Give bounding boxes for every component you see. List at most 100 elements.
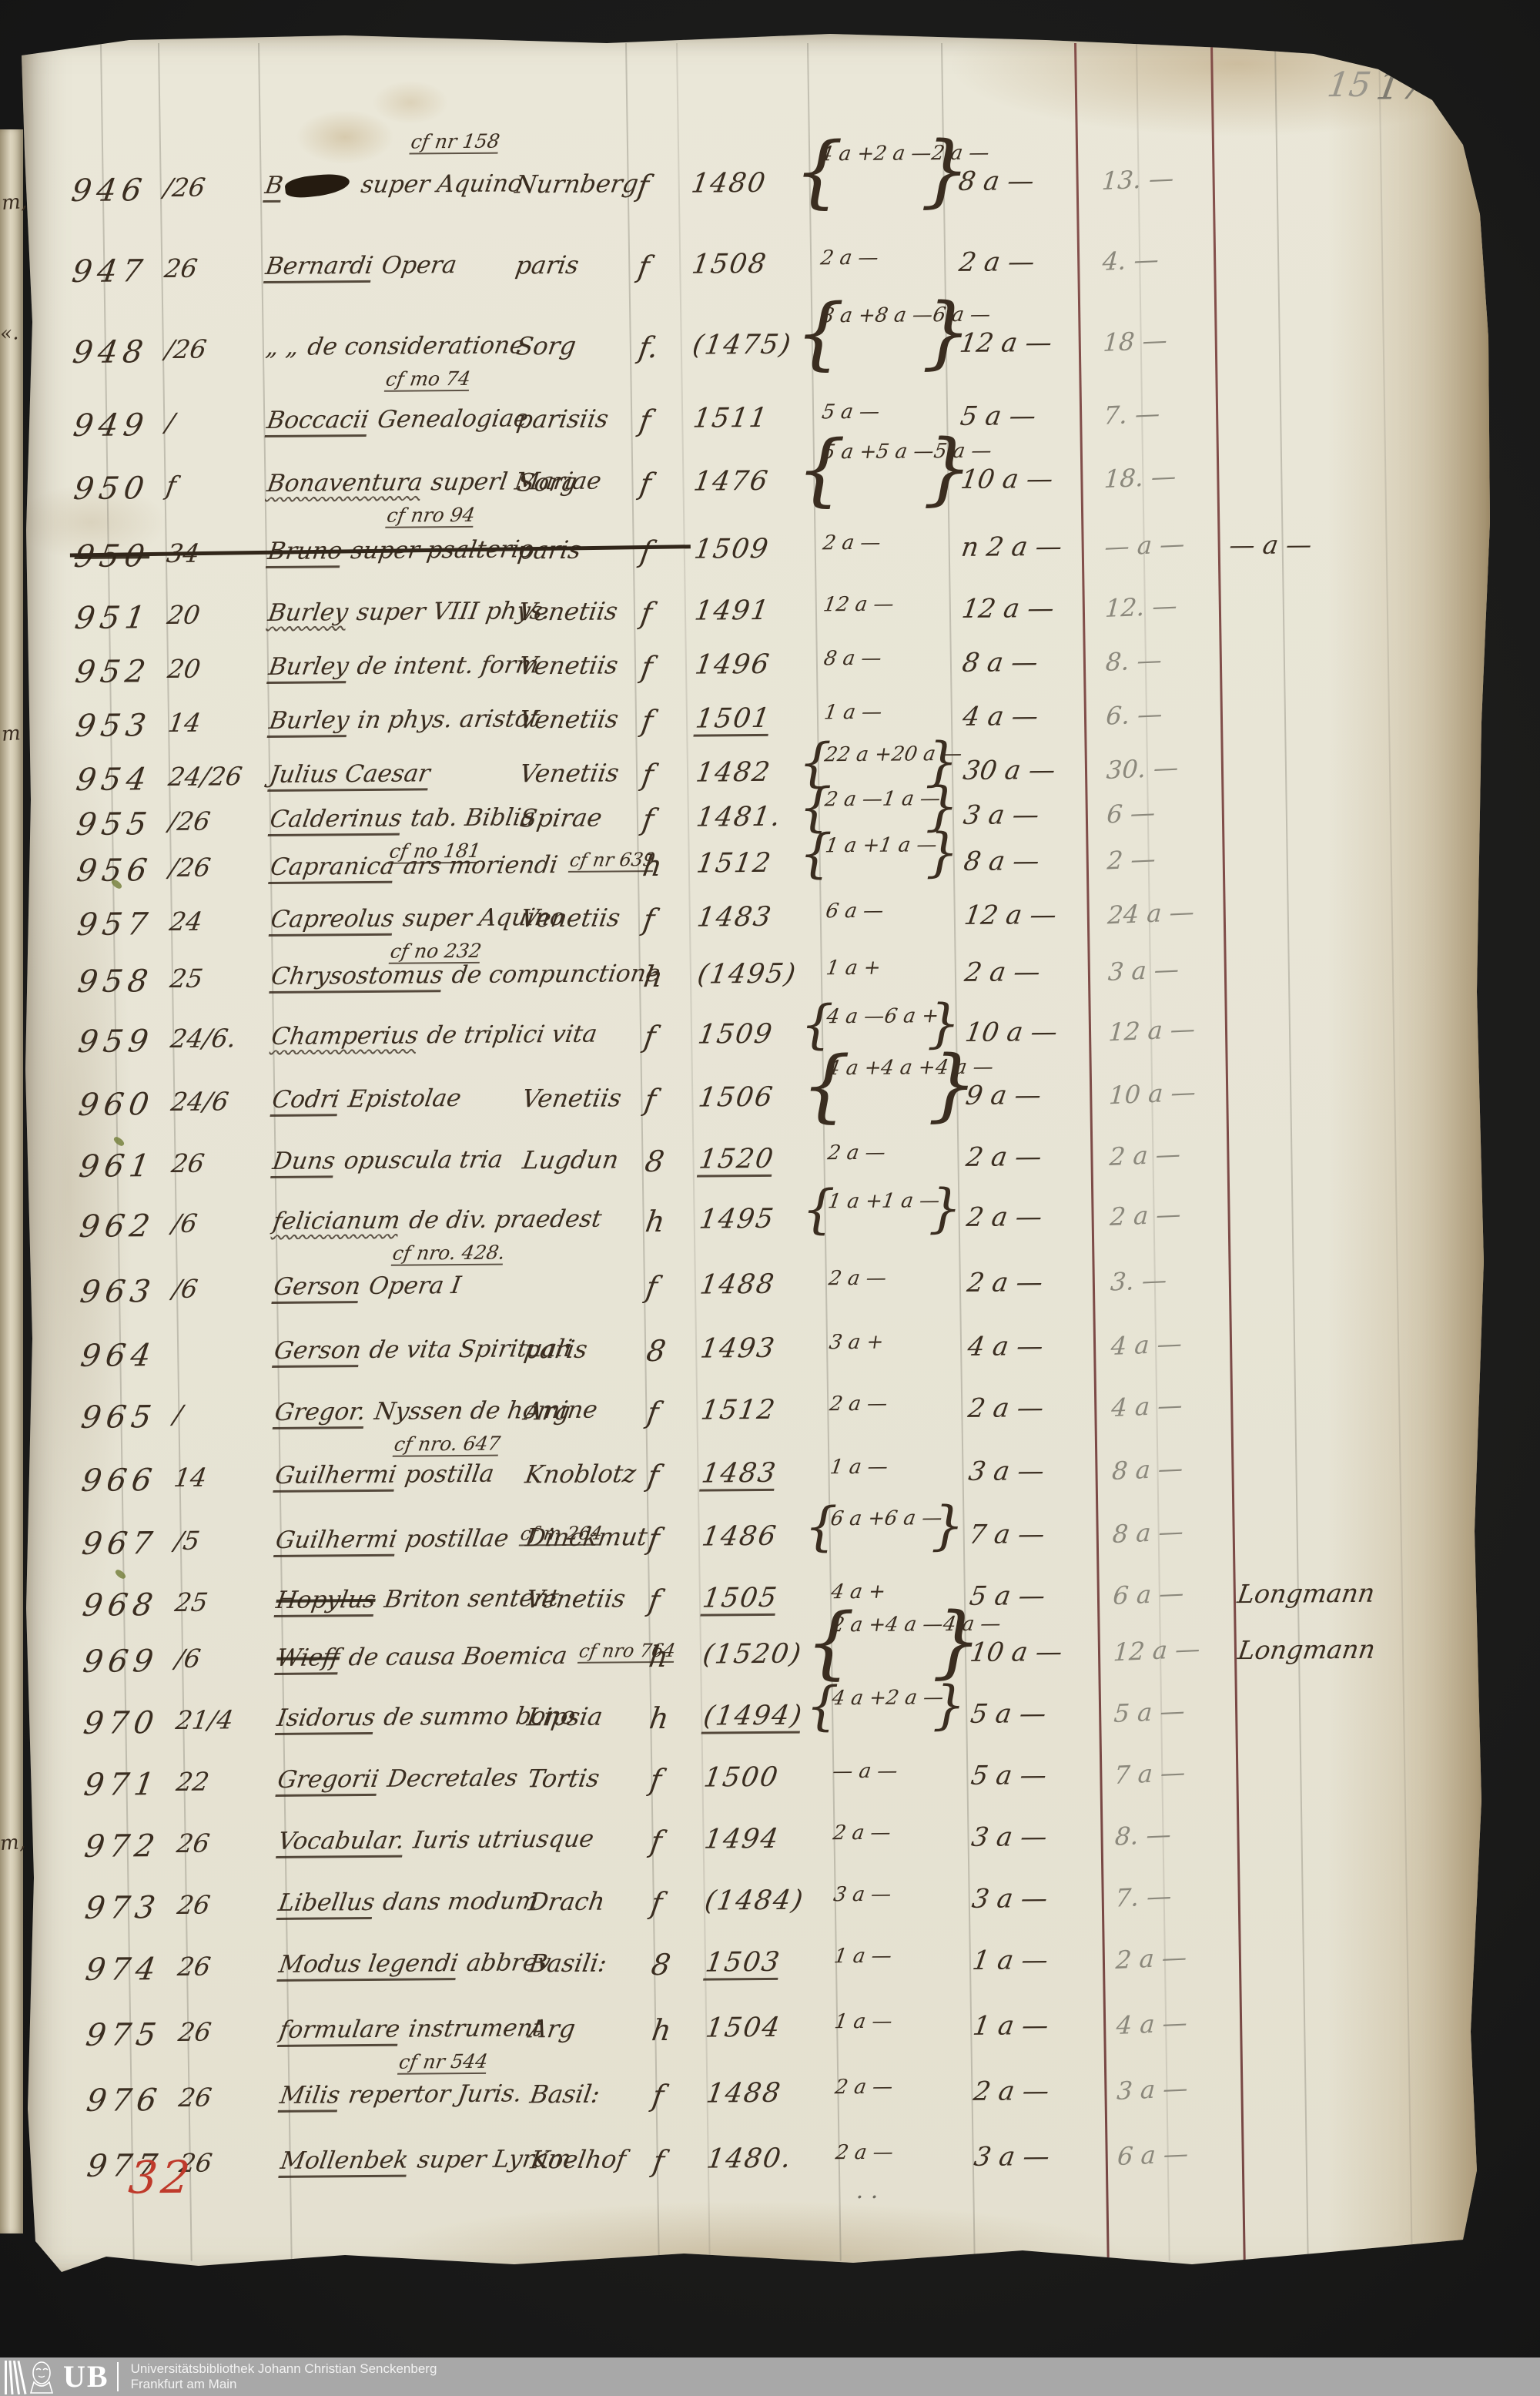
row-author: Champerius bbox=[270, 1021, 420, 1051]
row-year: (1520) bbox=[701, 1638, 805, 1670]
row-title: formulare instrument bbox=[276, 2014, 544, 2047]
price-brace-left: { bbox=[793, 126, 845, 218]
row-pencil-total: 6. — bbox=[1105, 699, 1163, 731]
row-price-sum: n 2 a — bbox=[959, 531, 1065, 563]
row-pencil-total: — a — bbox=[1103, 528, 1186, 562]
row-pencil-total: 12. — bbox=[1104, 591, 1178, 624]
row-pencil-total: 18 — bbox=[1102, 325, 1168, 357]
row-author: Guilhermi bbox=[273, 1460, 399, 1493]
row-copies: /26 bbox=[162, 333, 209, 365]
row-place: Arg bbox=[527, 2013, 578, 2044]
row-year: 1512 bbox=[698, 1394, 778, 1426]
row-author: felicianum bbox=[270, 1206, 403, 1235]
row-year: 1482 bbox=[694, 756, 774, 789]
footer-separator bbox=[116, 2362, 119, 2391]
row-pencil-total: 2 — bbox=[1106, 843, 1157, 876]
row-copies: 24 bbox=[167, 906, 205, 937]
row-title: Vocabular. Iuris utriusque bbox=[276, 1825, 595, 1858]
row-price-sum: 10 a — bbox=[959, 463, 1056, 495]
row-place: Venetiis bbox=[517, 758, 621, 789]
row-title-rest: postilla bbox=[403, 1459, 497, 1489]
row-place: Arg bbox=[522, 1396, 573, 1426]
row-place: Basil: bbox=[527, 2079, 602, 2109]
row-title: Champerius de triplici vita bbox=[270, 1020, 599, 1051]
row-title: Duns opuscula tria bbox=[270, 1145, 505, 1178]
row-pencil-total: 2 a — bbox=[1108, 1139, 1182, 1172]
row-price-sum: 8 a — bbox=[960, 647, 1040, 679]
row-author: Julius Caesar bbox=[267, 759, 432, 792]
row-title-rest: postillae bbox=[403, 1524, 511, 1553]
row-number: 954 bbox=[73, 762, 155, 798]
row-title: Julius Caesar bbox=[267, 759, 439, 792]
row-title: Libellus dans modum bbox=[276, 1887, 541, 1920]
row-author: Hopylus bbox=[273, 1585, 378, 1617]
row-format: f bbox=[648, 1824, 665, 1859]
row-annotation: Longmann bbox=[1236, 1634, 1378, 1666]
row-pencil-total: 8 a — bbox=[1110, 1453, 1184, 1486]
row-title: Capranica ars moriendi cf nr 639 bbox=[268, 849, 657, 884]
row-copies: 24/6 bbox=[169, 1086, 231, 1118]
ledger-row: 973 26 Libellus dans modum Drach f (1484)… bbox=[36, 1879, 1490, 1926]
row-year: 1508 bbox=[689, 248, 770, 280]
row-author: „ „ bbox=[264, 333, 301, 362]
row-format: f bbox=[638, 650, 655, 685]
row-author: Gregor. bbox=[272, 1397, 368, 1429]
price-part: 5 a + bbox=[820, 440, 879, 464]
row-year: 1503 bbox=[703, 1946, 783, 1981]
row-format: f bbox=[646, 1583, 662, 1618]
row-price-sum: 2 a — bbox=[966, 1392, 1046, 1424]
row-place: Dinckmut bbox=[524, 1522, 650, 1553]
row-pencil-total: 10 a — bbox=[1108, 1077, 1197, 1111]
price-part: 2 a — bbox=[825, 1141, 887, 1165]
row-price-parts: 4 a +2 a — bbox=[830, 1686, 945, 1711]
row-title: Burley in phys. aristot bbox=[266, 705, 541, 738]
price-part: 2 a — bbox=[828, 1392, 889, 1416]
row-author: Chrysostomus bbox=[269, 961, 446, 994]
row-place: Venetiis bbox=[517, 704, 621, 735]
ledger-row: 959 24/6. Champerius de triplici vita f 1… bbox=[29, 994, 1490, 1060]
row-pencil-total: 12 a — bbox=[1112, 1634, 1201, 1667]
row-price-sum: 1 a — bbox=[970, 1945, 1050, 1976]
price-part: 3 a — bbox=[832, 1882, 893, 1907]
row-price-sum: 2 a — bbox=[964, 1141, 1044, 1173]
row-author: Calderinus bbox=[267, 804, 404, 836]
price-part: — a — bbox=[831, 1759, 899, 1784]
row-year: 1511 bbox=[691, 402, 771, 434]
row-pencil-total: 4 a — bbox=[1110, 1329, 1183, 1362]
row-price-sum: 12 a — bbox=[959, 592, 1056, 625]
row-price-parts: 2 a — bbox=[832, 1821, 892, 1846]
row-price-parts: 5 a — bbox=[820, 400, 881, 425]
row-price-parts: 1 a — bbox=[832, 1945, 893, 1969]
ledger-row: 964 Gerson de vita Spirituali paris 8 149… bbox=[32, 1327, 1490, 1374]
row-price-parts: 2 a —1 a — bbox=[823, 787, 942, 812]
row-year: 1480. bbox=[705, 2143, 795, 2175]
row-format: 8 bbox=[642, 1144, 667, 1179]
row-author: Burley bbox=[266, 598, 350, 627]
price-part: 8 a — bbox=[822, 646, 883, 671]
row-author: Mollenbek bbox=[278, 2146, 410, 2178]
price-part: 8 a + bbox=[819, 303, 878, 328]
row-author: Gregorii bbox=[275, 1764, 381, 1797]
row-year: 1483 bbox=[695, 901, 775, 933]
row-copies: 24/26 bbox=[166, 761, 245, 793]
row-author: Wieff bbox=[274, 1644, 342, 1675]
row-year: 1488 bbox=[698, 1268, 778, 1301]
row-place: Basili: bbox=[527, 1948, 609, 1979]
row-format: f bbox=[650, 2078, 667, 2113]
row-year: 1506 bbox=[696, 1081, 776, 1114]
footer-line1: Universitätsbibliothek Johann Christian … bbox=[130, 2361, 437, 2376]
row-copies: 26 bbox=[169, 1148, 207, 1179]
row-number: 972 bbox=[82, 1828, 162, 1865]
row-author: Vocabular. bbox=[276, 1826, 407, 1858]
row-pencil-total: 18. — bbox=[1103, 461, 1177, 494]
row-title-rest: dans modum bbox=[381, 1887, 541, 1916]
row-title: Codri Epistolae bbox=[270, 1084, 463, 1117]
row-place: Venetiis bbox=[518, 903, 622, 933]
row-copies: f bbox=[164, 470, 179, 501]
row-annotation: — a — bbox=[1227, 529, 1314, 561]
row-title-rest: opuscula tria bbox=[342, 1145, 505, 1175]
row-author: formulare bbox=[276, 2015, 402, 2047]
row-pencil-total: 8. — bbox=[1113, 1819, 1172, 1851]
row-price-sum: 1 a — bbox=[970, 2010, 1051, 2042]
